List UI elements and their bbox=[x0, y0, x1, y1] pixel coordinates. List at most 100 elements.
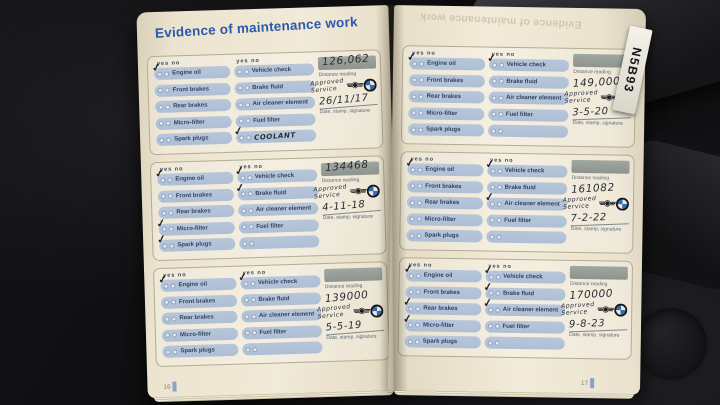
checklist-item-label: Vehicle check bbox=[503, 273, 543, 281]
checklist-column-left: yes no Engine oil ✓ Front brakes Rear brakes… bbox=[406, 50, 485, 141]
checklist-item-engine-oil: Engine oil ✓ bbox=[157, 273, 237, 292]
checklist-item-fuel-filter: Fuel filter bbox=[241, 324, 323, 340]
record-info-column: Distance reading 139000 Approved Service 5-5… bbox=[317, 266, 385, 358]
checklist-item-blank bbox=[485, 230, 567, 244]
checklist-item-brake-fluid: Brake fluid bbox=[486, 181, 568, 195]
approved-service-stamp: Approved Service bbox=[563, 195, 629, 211]
checklist-item-fuel-filter: Fuel filter bbox=[234, 112, 317, 128]
checklist-pill: Front brakes bbox=[407, 179, 483, 193]
approved-line2: Service bbox=[561, 307, 589, 316]
checkmark-icon: ✓ bbox=[150, 61, 163, 75]
checkmark-icon: ✓ bbox=[402, 295, 414, 309]
approved-service-note: Approved Service bbox=[561, 301, 595, 317]
yes-checkbox bbox=[491, 78, 497, 84]
checklist-pill: Micro-filter bbox=[161, 327, 238, 342]
checklist-item-vehicle-check: Vehicle check ✓ bbox=[484, 158, 568, 178]
checklist-item-blank bbox=[238, 235, 320, 250]
checklist-pill: Micro-filter bbox=[404, 318, 481, 332]
checklist-item-label: Fuel filter bbox=[253, 116, 281, 124]
yes-checkbox bbox=[489, 217, 495, 223]
no-checkbox bbox=[416, 216, 422, 222]
checklist-item-label: Vehicle check bbox=[251, 66, 292, 75]
checklist-item-rear-brakes: Rear brakes ✓ bbox=[402, 296, 481, 316]
no-checkbox bbox=[496, 184, 502, 190]
stamp-logos bbox=[346, 78, 377, 92]
approved-service-stamp: Approved Service bbox=[561, 301, 628, 317]
checklist-pill: Brake fluid bbox=[237, 185, 319, 201]
checklist-item-label: Brake fluid bbox=[504, 184, 536, 191]
checklist-pill: Front brakes bbox=[157, 188, 234, 203]
checklist-item-label: Spark plugs bbox=[177, 241, 212, 249]
yes-checkbox bbox=[158, 120, 164, 126]
checkmark-icon: ✓ bbox=[232, 124, 244, 139]
stamp-logos bbox=[349, 184, 380, 198]
no-checkbox bbox=[168, 210, 174, 216]
yes-no-header: yes no bbox=[490, 157, 514, 164]
no-checkbox bbox=[495, 234, 501, 240]
checklist-column-left: yes no Engine oil ✓ Front brakes Rear brakes… bbox=[402, 262, 482, 353]
no-checkbox bbox=[418, 126, 424, 133]
checklist-column-right: yes no Vehicle check ✓ Brake fluid ✓ Air clea… bbox=[482, 263, 567, 355]
service-booklet: Evidence of maintenance work yes no Engin… bbox=[136, 2, 647, 399]
checklist-column-left: yes no Engine oil ✓ Front brakes Rear brakes… bbox=[153, 165, 235, 257]
record-info-column: Distance reading 170000 Approved Service 9-8… bbox=[561, 265, 628, 356]
distance-reading-box bbox=[570, 265, 628, 280]
yes-checkbox bbox=[411, 126, 417, 132]
checklist-pill: Rear brakes bbox=[155, 98, 231, 114]
checklist-item-label: Spark plugs bbox=[422, 338, 458, 346]
checklist-pill: Spark plugs bbox=[159, 237, 235, 252]
no-checkbox bbox=[244, 85, 250, 91]
checklist-pill: Brake fluid bbox=[488, 75, 570, 89]
date-value: 7-2-22 bbox=[570, 210, 629, 226]
yes-checkbox bbox=[243, 297, 249, 303]
checklist-item-rear-brakes: Rear brakes bbox=[406, 196, 483, 210]
checkmark-icon: ✓ bbox=[485, 51, 497, 66]
checklist-item-blank bbox=[487, 124, 569, 138]
approved-line2: Service bbox=[564, 95, 592, 104]
yes-checkbox bbox=[237, 85, 243, 91]
checklist-item-spark-plugs: Spark plugs bbox=[406, 229, 483, 243]
checkmark-icon: ✓ bbox=[153, 167, 166, 181]
checklist-item-label: Engine oil bbox=[178, 281, 208, 289]
yes-checkbox bbox=[490, 111, 496, 117]
checklist-pill: Engine oil bbox=[154, 65, 230, 81]
service-record: yes no Engine oil ✓ Front brakes Rear brakes… bbox=[152, 261, 390, 368]
checklist-pill: Fuel filter bbox=[486, 214, 568, 228]
yes-no-header: yes no bbox=[488, 263, 512, 270]
seat-stitch-circle bbox=[632, 305, 710, 383]
yes-no-header: yes no bbox=[491, 51, 516, 58]
checklist-item-label: Spark plugs bbox=[426, 126, 461, 134]
checklist-item-label: Engine oil bbox=[175, 175, 205, 183]
checklist-item-spark-plugs: Spark plugs bbox=[407, 123, 484, 137]
checklist-item-air-cleaner-element: Air cleaner element bbox=[487, 91, 569, 105]
checklist-pill: COOLANT bbox=[235, 129, 317, 144]
mini-wings-logo-icon bbox=[598, 200, 616, 207]
checklist-item-micro-filter: Micro-filter bbox=[406, 212, 483, 226]
checklist-item-label: Micro-filter bbox=[426, 110, 458, 117]
yes-checkbox bbox=[238, 118, 244, 124]
yes-checkbox bbox=[157, 87, 163, 93]
no-checkbox bbox=[170, 299, 177, 305]
checklist-pill: Brake fluid bbox=[240, 291, 322, 307]
checklist-item-rear-brakes: Rear brakes bbox=[161, 310, 238, 325]
checkmark-icon: ✓ bbox=[402, 312, 414, 326]
checklist-pill: Micro-filter bbox=[155, 115, 232, 130]
checklist-item-brake-fluid: Brake fluid ✓ bbox=[482, 280, 566, 301]
bmw-roundel-logo-icon bbox=[614, 303, 628, 317]
record-info-column: Distance reading 161082 Approved Service 7-2… bbox=[563, 159, 630, 250]
yes-checkbox bbox=[411, 110, 417, 116]
checklist-item-label: Air cleaner element bbox=[506, 94, 562, 102]
no-checkbox bbox=[497, 111, 503, 117]
checklist-pill: Air cleaner element bbox=[237, 202, 319, 217]
checklist-pill: Fuel filter bbox=[241, 324, 323, 340]
checklist-pill: Vehicle check bbox=[485, 270, 567, 284]
checklist-pill: Engine oil bbox=[409, 57, 485, 71]
checklist-column-right: yes no Vehicle check ✓ Brake fluid Air clean… bbox=[485, 51, 570, 143]
checklist-pill bbox=[484, 336, 566, 350]
checklist-pill: Vehicle check bbox=[233, 63, 315, 78]
checklist-item-front-brakes: Front brakes bbox=[408, 73, 485, 87]
checklist-item-micro-filter: Micro-filter ✓ bbox=[155, 217, 235, 236]
checklist-item-air-cleaner-element: Air cleaner element bbox=[237, 202, 319, 217]
checklist-pill: Front brakes bbox=[408, 73, 485, 87]
checklist-item-label: Air cleaner element bbox=[504, 200, 560, 208]
